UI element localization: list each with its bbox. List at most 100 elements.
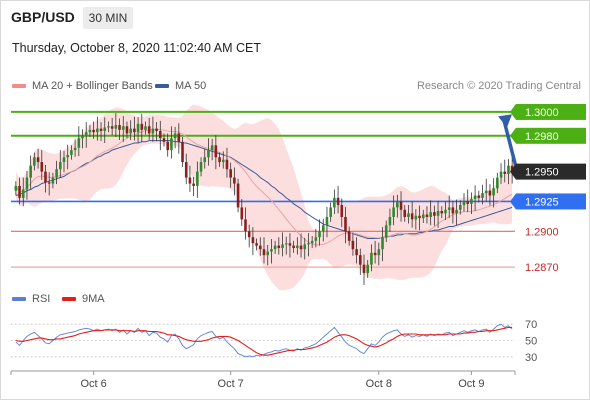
- candle-body: [199, 162, 203, 172]
- chart-datetime: Thursday, October 8, 2020 11:02:40 AM CE…: [12, 41, 261, 55]
- candle-body: [151, 128, 155, 134]
- candle-body: [44, 171, 47, 183]
- candle-body: [329, 207, 332, 217]
- candle-body: [384, 225, 388, 238]
- candle-body: [351, 240, 355, 250]
- candle-body: [55, 169, 58, 178]
- projection-arrow: [502, 118, 519, 174]
- candle-body: [510, 165, 514, 172]
- candle-body: [62, 157, 66, 163]
- candle-body: [92, 129, 95, 133]
- rsi-tick-label: 50: [525, 336, 537, 348]
- candle-body: [410, 213, 414, 220]
- candle-body: [96, 128, 99, 133]
- candle-body: [129, 128, 132, 134]
- candle-body: [481, 193, 484, 198]
- candle-body: [318, 231, 321, 238]
- candle-body: [225, 159, 229, 170]
- timeframe-badge[interactable]: 30 MIN: [83, 7, 133, 29]
- candle-body: [84, 132, 88, 136]
- candle-body: [255, 243, 258, 246]
- candle-body: [14, 185, 18, 191]
- price-label-bg: [516, 103, 586, 120]
- candle-body: [40, 162, 44, 172]
- candle-body: [236, 183, 240, 208]
- rsi-tick-label: 70: [525, 319, 537, 331]
- candle-body: [207, 150, 210, 158]
- candle-body: [377, 249, 381, 256]
- candle-body: [29, 165, 32, 178]
- candle-body: [407, 213, 410, 217]
- legend-rsi: RSI: [12, 293, 50, 305]
- candle-body: [114, 125, 118, 129]
- candle-body: [492, 188, 495, 196]
- ma50-line: [15, 140, 513, 239]
- credit-text: Research © 2020 Trading Central: [416, 80, 581, 92]
- candle-body: [107, 126, 110, 128]
- candle-body: [136, 123, 140, 133]
- candle-body: [196, 171, 199, 186]
- rsi-swatch: [12, 297, 26, 302]
- candle-body: [66, 154, 70, 158]
- candle-body: [58, 162, 62, 170]
- candle-body: [158, 131, 162, 139]
- x-tick-label: Oct 9: [458, 378, 484, 390]
- candle-body: [162, 138, 166, 142]
- candle-body: [362, 264, 366, 274]
- candle-body: [121, 126, 125, 130]
- price-label-resistance: 1.2980: [525, 131, 559, 143]
- price-label-support: 1.2870: [525, 262, 559, 274]
- candle-body: [321, 225, 325, 232]
- candle-body: [77, 138, 81, 148]
- candle-body: [458, 205, 462, 210]
- candle-body: [140, 123, 144, 130]
- candle-body: [344, 216, 347, 232]
- candle-body: [310, 240, 314, 244]
- candle-body: [499, 171, 503, 178]
- candle-body: [247, 231, 251, 238]
- candle-body: [414, 215, 418, 220]
- candle-body: [258, 245, 262, 250]
- ma20-line: [15, 128, 513, 246]
- candle-body: [244, 219, 247, 232]
- candle-body: [233, 177, 236, 184]
- candle-body: [366, 264, 370, 274]
- candle-body: [125, 126, 129, 134]
- candle-body: [466, 201, 470, 204]
- candle-body: [73, 147, 77, 151]
- candle-body: [240, 207, 244, 220]
- candle-body: [184, 162, 188, 178]
- x-tick-label: Oct 7: [218, 378, 244, 390]
- bollinger-band: [15, 104, 513, 291]
- price-label-support: 1.2900: [525, 226, 559, 238]
- candle-body: [421, 214, 425, 219]
- candle-body: [296, 245, 299, 248]
- candle-body: [36, 157, 40, 163]
- candle-body: [477, 195, 481, 198]
- x-tick-label: Oct 6: [80, 378, 106, 390]
- price-label-bg: [516, 163, 586, 180]
- candle-body: [403, 209, 407, 217]
- candle-body: [214, 145, 218, 158]
- candle-body: [333, 197, 336, 208]
- candle-body: [292, 245, 295, 248]
- candle-body: [99, 128, 103, 132]
- candle-body: [33, 157, 36, 166]
- price-label-pointer: [510, 103, 516, 120]
- candle-body: [392, 207, 395, 217]
- price-label-target: 1.3000: [525, 107, 559, 119]
- ma20-swatch: [12, 84, 26, 89]
- candle-body: [440, 211, 444, 214]
- candle-body: [381, 237, 384, 250]
- candle-body: [358, 255, 362, 265]
- price-label-pointer: [510, 193, 516, 210]
- candle-body: [181, 141, 184, 163]
- legend-ma9: 9MA: [62, 293, 105, 305]
- candle-body: [262, 249, 266, 256]
- candle-body: [355, 249, 358, 256]
- candle-body: [281, 244, 284, 248]
- ma9-swatch: [62, 297, 76, 302]
- candle-body: [221, 159, 225, 163]
- candle-body: [425, 214, 429, 217]
- candle-body: [273, 245, 277, 250]
